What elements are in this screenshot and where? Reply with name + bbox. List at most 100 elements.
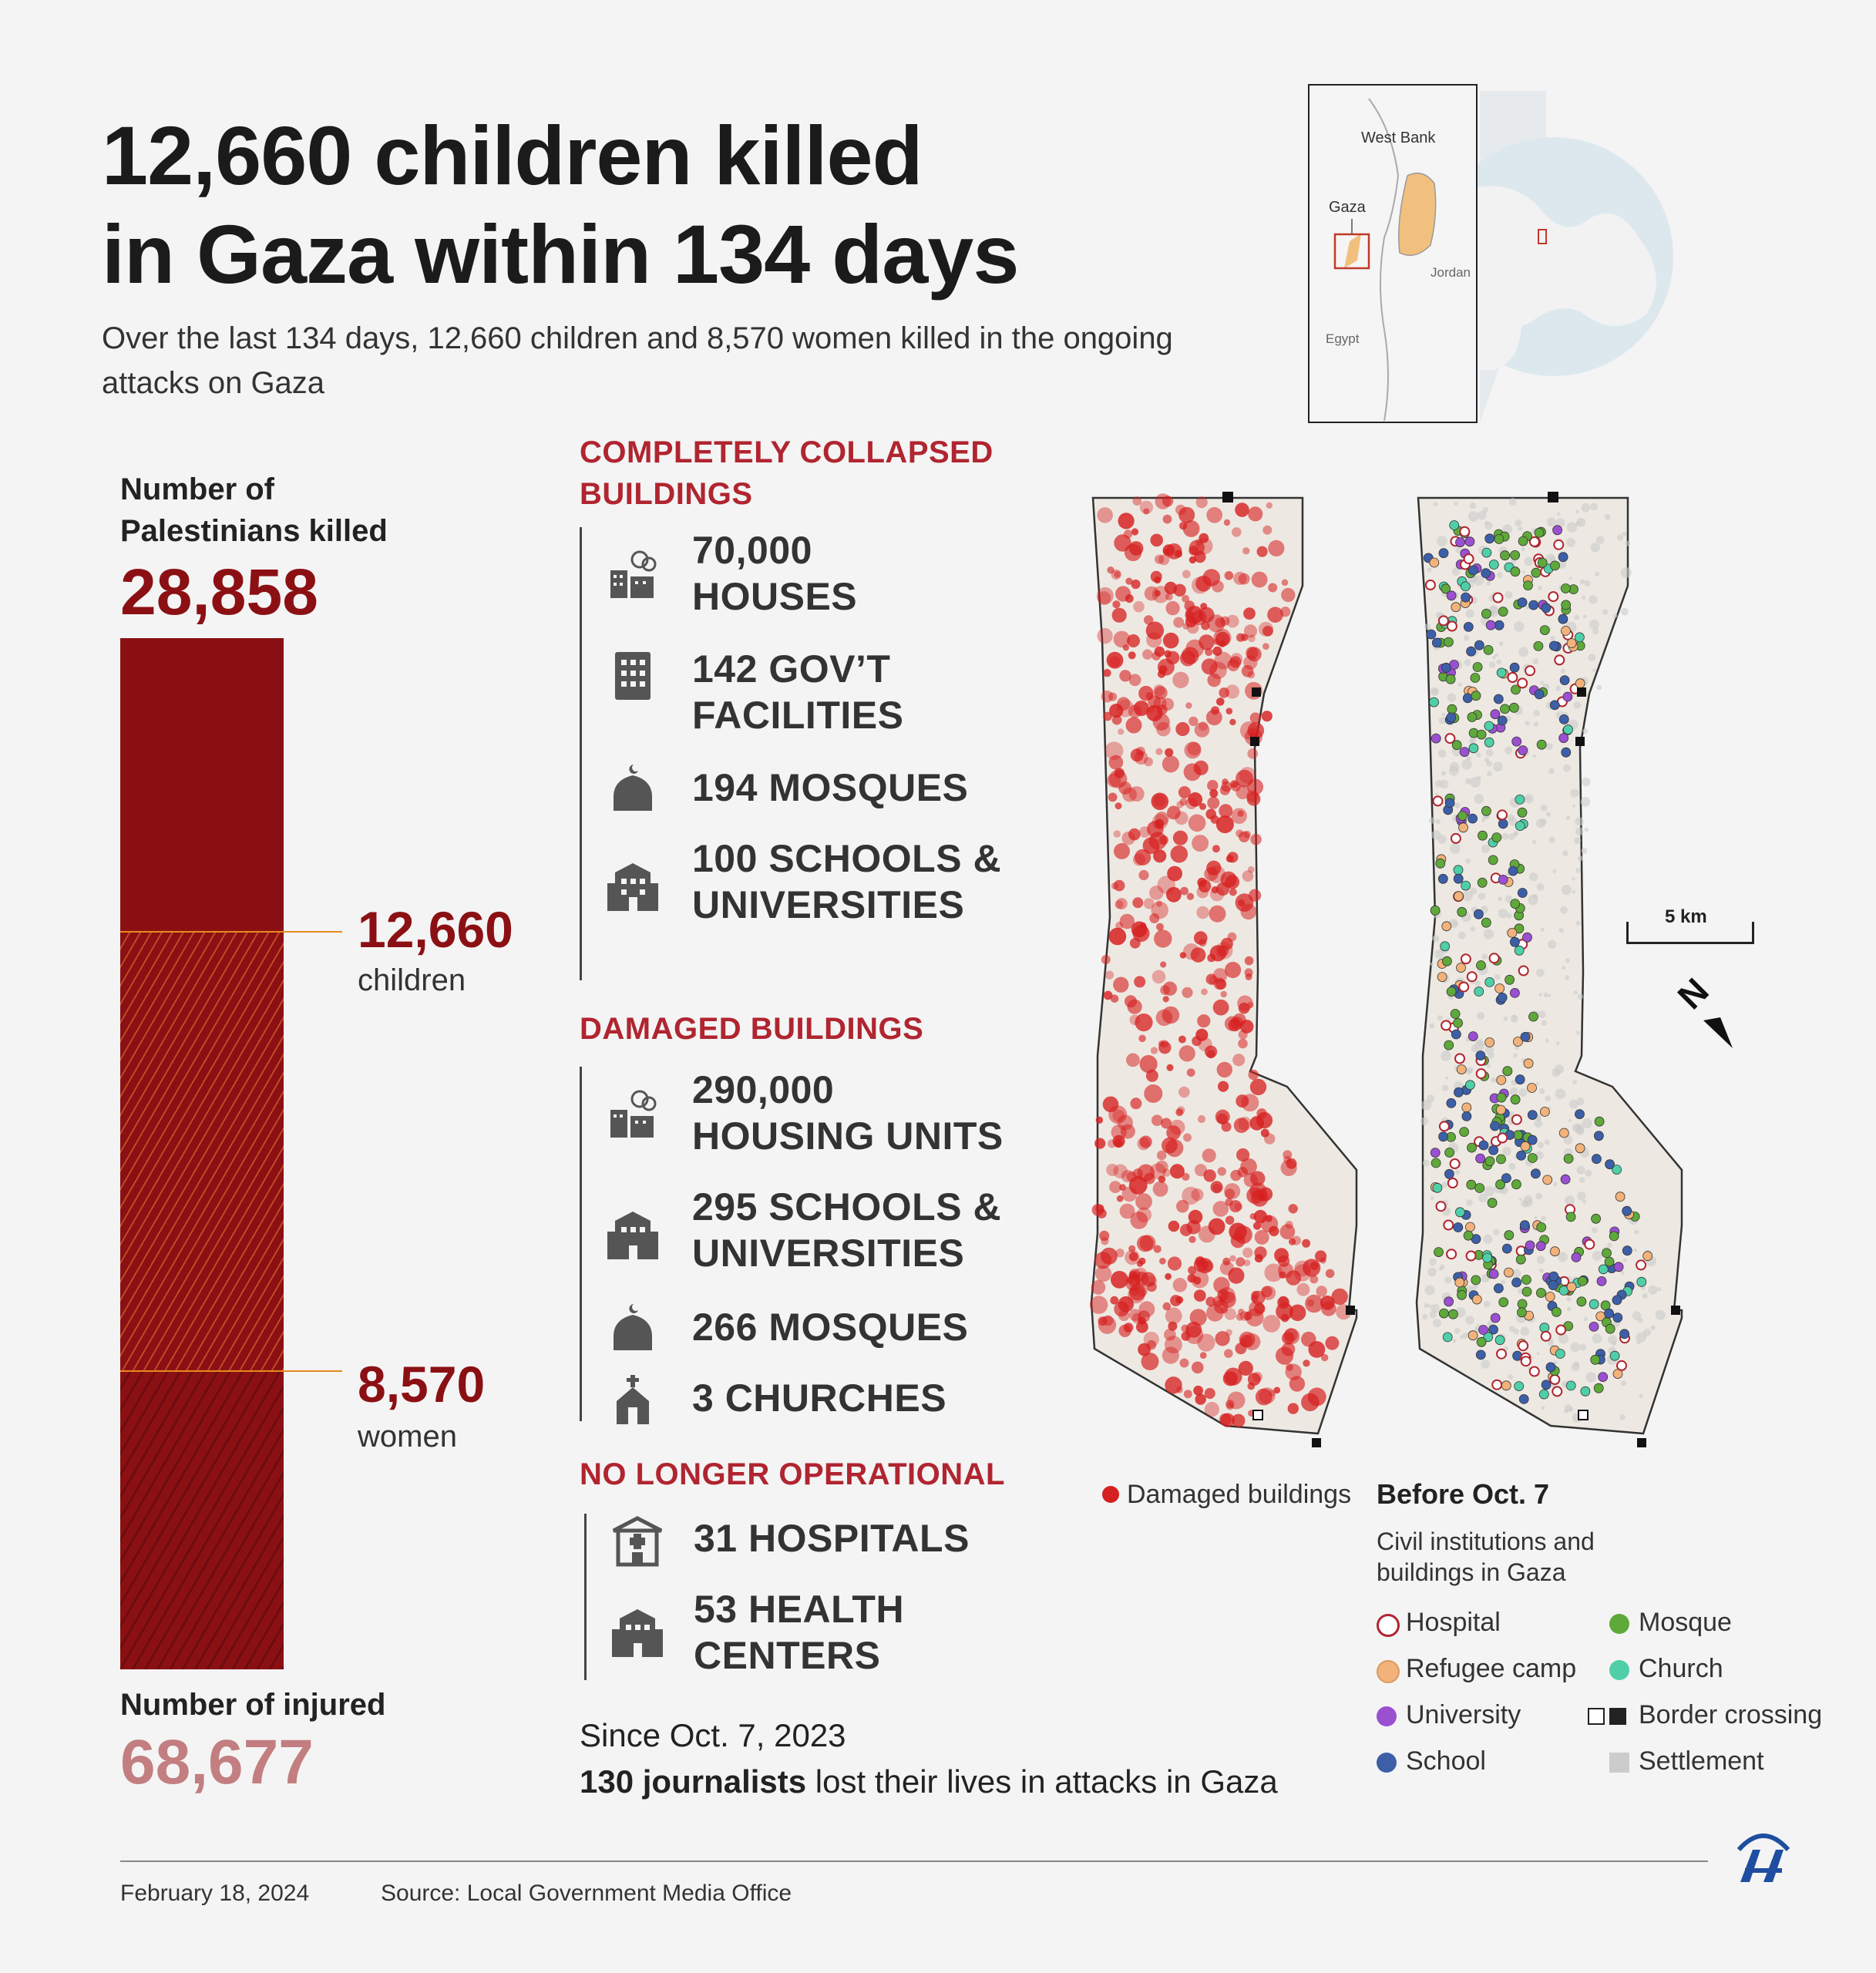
damage-dot [1104, 741, 1124, 760]
damage-dot [1108, 692, 1118, 701]
damage-dot [1178, 506, 1195, 523]
damage-dot [1169, 1119, 1185, 1135]
damage-dot [1227, 932, 1237, 942]
damage-dot [1201, 988, 1208, 996]
settlement-dot [1476, 1039, 1484, 1047]
settlement-dot [1470, 926, 1476, 932]
damage-dot [1195, 1028, 1209, 1041]
damage-dot [1158, 1175, 1166, 1183]
settlement-dot [1553, 1181, 1558, 1187]
destroyed-building-icon [606, 547, 660, 601]
damage-dot [1238, 1030, 1248, 1040]
settlement-dot [1555, 1088, 1566, 1100]
damage-dot [1236, 769, 1253, 788]
not-operational-divider [584, 1514, 587, 1680]
damage-dot [1190, 947, 1206, 963]
institution-dot [1636, 1276, 1647, 1287]
institution-dot [1481, 917, 1491, 928]
damage-dot [1149, 913, 1160, 923]
damage-dot [1238, 573, 1250, 585]
damage-dot [1130, 748, 1144, 762]
institution-dot [1563, 724, 1573, 735]
damage-dot [1204, 1402, 1220, 1417]
damage-dot [1249, 1213, 1256, 1220]
damage-dot [1215, 1331, 1230, 1346]
settlement-dot [1507, 814, 1515, 822]
before-title: Before Oct. 7 [1377, 1478, 1550, 1510]
damage-dot [1173, 583, 1186, 597]
settlement-dot [1602, 609, 1609, 615]
settlement-dot [1592, 627, 1599, 635]
damage-dot [1179, 798, 1188, 806]
institution-dot [1484, 721, 1494, 731]
settlement-dot [1457, 682, 1463, 687]
mosque-icon [606, 761, 660, 815]
damage-dot [1198, 1225, 1215, 1243]
settlement-dot [1575, 817, 1584, 826]
settlement-dot [1555, 685, 1562, 691]
institution-dot [1484, 1037, 1495, 1047]
settlement-dot [1469, 739, 1474, 744]
settlement-dot [1576, 1097, 1585, 1106]
settlement-dot [1517, 1288, 1524, 1294]
hospital-dot [1492, 592, 1504, 603]
settlement-dot [1454, 1169, 1461, 1175]
institution-dot [1431, 637, 1442, 648]
damage-dot [1183, 1390, 1192, 1399]
settlement-dot [1476, 752, 1481, 758]
settlement-dot [1576, 1192, 1586, 1201]
institution-dot [1549, 1246, 1560, 1257]
institution-dot [1456, 1064, 1467, 1074]
settlement-dot [1558, 927, 1564, 933]
institution-dot [1439, 1308, 1449, 1319]
damage-dot [1144, 1084, 1163, 1103]
damage-dot [1112, 600, 1121, 609]
damage-dot [1138, 1343, 1151, 1356]
damage-dot [1288, 1204, 1298, 1214]
damage-dot [1111, 714, 1122, 725]
institution-dot [1521, 1275, 1531, 1285]
hospital-dot [1549, 1374, 1561, 1385]
settlement-dot [1558, 1333, 1569, 1344]
damage-dot [1202, 1148, 1216, 1163]
settlement-dot [1589, 595, 1598, 604]
settlement-dot [1470, 777, 1481, 788]
damage-dot [1172, 671, 1189, 688]
damage-dot [1109, 656, 1121, 667]
settlement-dot [1590, 502, 1598, 511]
damage-dot [1132, 897, 1144, 909]
settlement-dot [1430, 687, 1439, 697]
settlement-dot [1573, 1361, 1580, 1367]
institution-dot [1497, 715, 1508, 726]
settlement-dot [1508, 833, 1515, 840]
settlement-dot [1552, 869, 1557, 874]
damage-dot [1131, 1313, 1143, 1324]
institution-dot [1437, 972, 1447, 982]
institution-dot [1498, 607, 1508, 617]
settlement-dot [1477, 775, 1481, 781]
institution-dot [1507, 928, 1518, 938]
damage-dot [1164, 1328, 1176, 1341]
institution-dot [1518, 1394, 1529, 1404]
damage-dot [1225, 684, 1240, 699]
damage-dots [1089, 493, 1352, 1428]
institution-dot [1509, 936, 1520, 947]
settlement-dot [1439, 1267, 1443, 1271]
institution-dot [1461, 581, 1471, 592]
institution-dot [1474, 640, 1484, 650]
institution-dot [1541, 603, 1552, 613]
institution-dot [1477, 877, 1488, 888]
settlement-dot [1424, 1285, 1435, 1296]
damage-dot [1151, 651, 1161, 660]
damage-dot [1249, 1300, 1265, 1316]
settlement-dot [1532, 839, 1537, 844]
settlement-dot [1566, 522, 1578, 533]
settlement-dot [1450, 843, 1461, 854]
damage-dot [1221, 1121, 1232, 1132]
settlement-dot [1476, 1011, 1485, 1020]
damage-dot [1186, 892, 1195, 900]
damaged-churches: 3 CHURCHES [692, 1375, 946, 1421]
hospital-dot [1475, 1068, 1487, 1080]
institution-dot [1609, 1231, 1619, 1242]
institution-dot [1516, 1151, 1527, 1161]
